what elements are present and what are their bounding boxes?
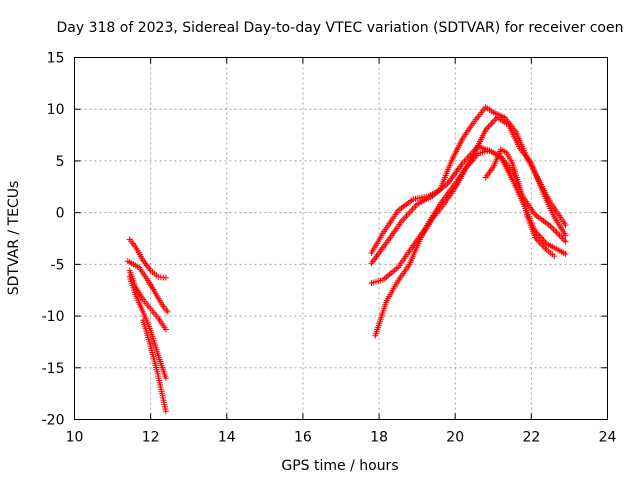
data-marks: [124, 104, 569, 415]
x-axis-label: GPS time / hours: [281, 458, 398, 474]
series-track-j: [482, 146, 558, 260]
y-tick-label: -5: [51, 257, 65, 273]
marker-path: [126, 273, 169, 382]
plot-frame: [74, 57, 608, 420]
x-tick-label: 20: [446, 430, 464, 446]
x-tick-labels: 10 12 14 16 18 20 22 24: [66, 430, 617, 446]
y-tick-label: 0: [56, 206, 65, 222]
x-tick-label: 12: [142, 430, 160, 446]
axis-ticks: [74, 57, 608, 420]
y-tick-label: 5: [56, 154, 65, 170]
x-tick-label: 22: [522, 430, 540, 446]
series-track-h: [368, 114, 569, 286]
series-track-b: [124, 258, 171, 315]
marker-path: [368, 114, 569, 286]
x-tick-label: 18: [370, 430, 388, 446]
y-tick-label: -20: [42, 413, 65, 429]
series-track-d: [126, 273, 169, 382]
x-tick-label: 10: [66, 430, 84, 446]
y-tick-labels: -20 -15 -10 -5 0 5 10 15: [42, 51, 65, 429]
x-tick-label: 16: [294, 430, 312, 446]
y-tick-label: 15: [47, 51, 65, 67]
y-tick-label: -15: [42, 361, 65, 377]
y-tick-label: 10: [47, 102, 65, 118]
x-tick-label: 24: [599, 430, 617, 446]
marker-path: [482, 146, 558, 260]
marker-path: [124, 258, 171, 315]
y-axis-label: SDTVAR / TECUs: [6, 181, 22, 296]
y-tick-label: -10: [42, 309, 65, 325]
gridlines: [74, 57, 608, 420]
series-track-a: [126, 236, 169, 281]
marker-path: [126, 236, 169, 281]
marker-path: [140, 317, 169, 415]
series-track-e: [140, 317, 169, 415]
x-tick-label: 14: [218, 430, 236, 446]
chart-title: Day 318 of 2023, Sidereal Day-to-day VTE…: [57, 20, 624, 36]
